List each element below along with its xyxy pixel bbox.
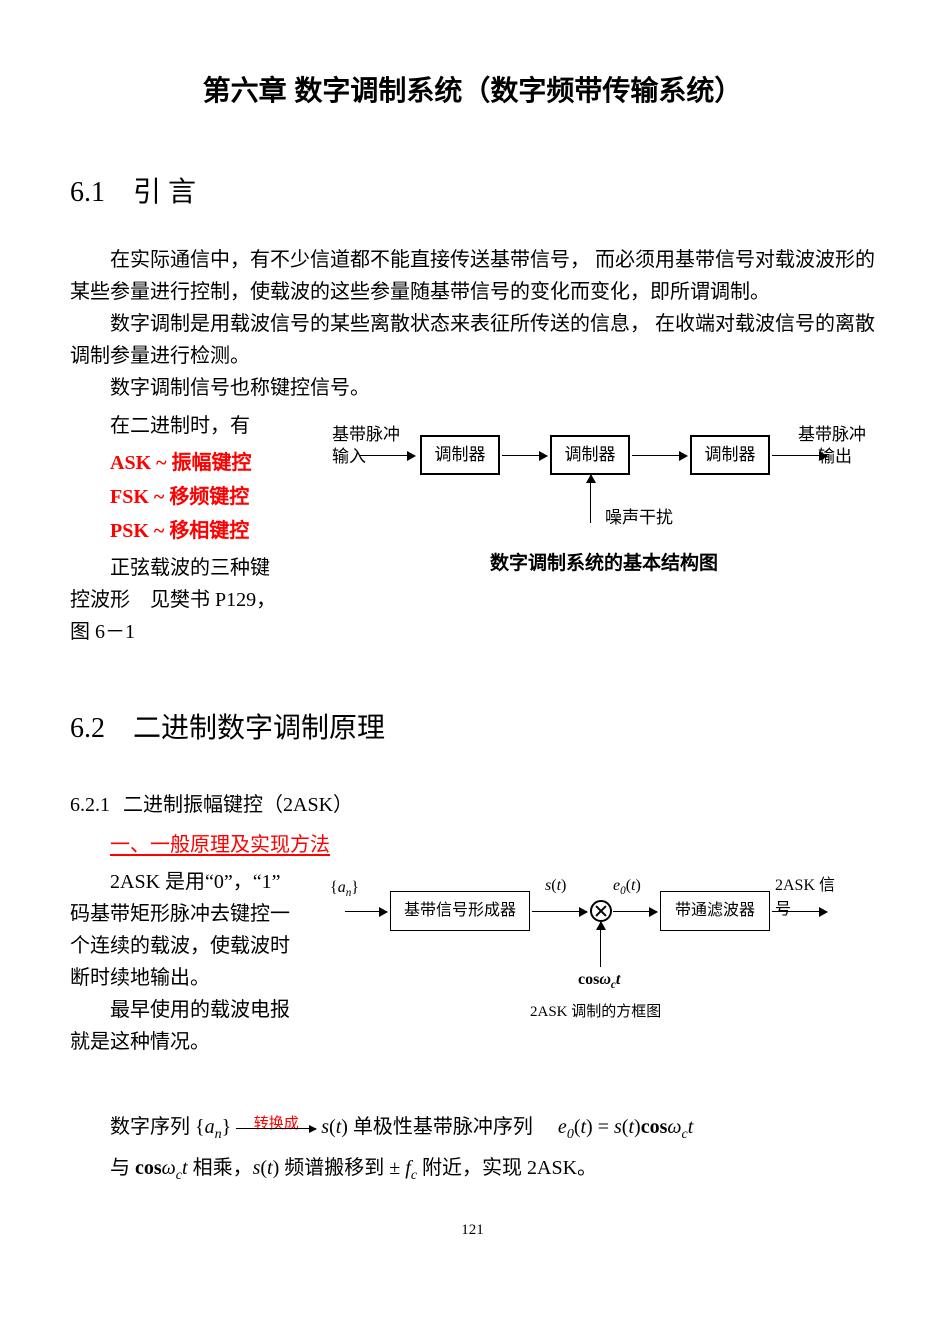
subsection-num: 6.2.1 [70, 794, 110, 816]
eq-l2-post: 附近，实现 2ASK。 [417, 1157, 597, 1179]
eq-l2-mid1: 相乘， [188, 1157, 253, 1179]
d2-box-baseband-former: 基带信号形成器 [390, 891, 530, 931]
keying-list: ASK ~ 振幅键控 FSK ~ 移频键控 PSK ~ 移相键控 [70, 446, 320, 548]
diagram-2ask-block: {an} 基带信号形成器 s(t) cosωct e0(t) 带通滤波器 2AS… [330, 866, 850, 1036]
d1-arrow-in [360, 455, 415, 456]
d1-arrow-2-3 [632, 455, 687, 456]
s61-left-col: 在二进制时，有 ASK ~ 振幅键控 FSK ~ 移频键控 PSK ~ 移相键控… [70, 410, 320, 648]
subsection-6-2-1: 6.2.1 二进制振幅键控（2ASK） [70, 790, 875, 820]
d1-box-modulator-2: 调制器 [550, 435, 630, 475]
d2-arrow-to-mult [532, 911, 587, 912]
s62-p2a: 最早使用的载波电报 [70, 994, 320, 1026]
s61-p5c: 图 6－1 [70, 616, 320, 648]
subsection-principle-label: 一、一般原理及实现方法 [110, 834, 330, 856]
page-number: 121 [70, 1219, 875, 1242]
keying-ask-name: 振幅键控 [172, 452, 252, 474]
s62-left-col: 2ASK 是用“0”，“1” 码基带矩形脉冲去键控一 个连续的载波，使载波时 断… [70, 866, 320, 1058]
d1-noise-label: 噪声干扰 [605, 505, 673, 531]
s61-p4: 在二进制时，有 [70, 410, 320, 442]
d2-cos-label: cosωct [578, 968, 620, 994]
eq-l2-mid2: 频谱搬移到 ± [279, 1157, 405, 1179]
eq-l2-pre: 与 [110, 1157, 135, 1179]
d2-out-label: 2ASK 信号 [775, 874, 850, 922]
d1-box-modulator-1: 调制器 [420, 435, 500, 475]
d1-output-bottom: 输出 [818, 444, 852, 470]
eq-line-1: 数字序列 {an} 转换成 s(t) 单极性基带脉冲序列 e0(t) = s(t… [110, 1108, 875, 1149]
s61-p1: 在实际通信中，有不少信道都不能直接传送基带信号， 而必须用基带信号对载波波形的某… [70, 244, 875, 308]
keying-fsk-sep: ~ [154, 486, 164, 508]
keying-psk-name: 移相键控 [169, 520, 249, 542]
s62-p1d: 断时续地输出。 [70, 962, 320, 994]
keying-fsk-abbr: FSK [110, 486, 149, 508]
subsection-principle-title: 一、一般原理及实现方法 [70, 830, 875, 860]
d2-arrow-in [345, 911, 387, 912]
d2-caption: 2ASK 调制的方框图 [530, 1001, 661, 1024]
s61-right-col: 基带脉冲 输入 调制器 调制器 调制器 基带脉冲 输出 噪声干扰 数字调制系统的… [330, 410, 875, 600]
d1-arrow-1-2 [502, 455, 547, 456]
d2-arrow-to-bpf [613, 911, 657, 912]
d2-box-bandpass-filter: 带通滤波器 [660, 891, 770, 931]
eq-seq-pre: 数字序列 [110, 1116, 195, 1138]
d1-noise-arrow [590, 475, 591, 523]
s62-p1a: 2ASK 是用“0”，“1” [70, 866, 320, 898]
s61-two-column: 在二进制时，有 ASK ~ 振幅键控 FSK ~ 移频键控 PSK ~ 移相键控… [70, 410, 875, 648]
d2-multiplier-icon [590, 900, 612, 922]
d2-st-label: s(t) [545, 874, 566, 898]
equation-block: 数字序列 {an} 转换成 s(t) 单极性基带脉冲序列 e0(t) = s(t… [110, 1108, 875, 1189]
section-6-2-heading: 6.2 二进制数字调制原理 [70, 708, 875, 750]
keying-psk-sep: ~ [154, 520, 164, 542]
transform-arrow-icon: 转换成 [236, 1128, 316, 1129]
s61-p5b: 控波形 见樊书 P129， [70, 584, 320, 616]
keying-psk-abbr: PSK [110, 520, 149, 542]
chapter-title: 第六章 数字调制系统（数字频带传输系统） [70, 70, 875, 112]
s62-p2b: 就是这种情况。 [70, 1026, 320, 1058]
keying-ask-sep: ~ [156, 452, 166, 474]
d2-e0-label: e0(t) [613, 874, 641, 900]
keying-ask: ASK ~ 振幅键控 [70, 446, 320, 480]
diagram-digital-modulation-system: 基带脉冲 输入 调制器 调制器 调制器 基带脉冲 输出 噪声干扰 数字调制系统的… [330, 410, 870, 600]
subsection-title: 二进制振幅键控（2ASK） [123, 794, 353, 816]
eq-line-2: 与 cosωct 相乘，s(t) 频谱搬移到 ± fc 附近，实现 2ASK。 [110, 1149, 875, 1190]
d2-cos-arrow [600, 922, 601, 967]
transform-arrow-label: 转换成 [236, 1110, 316, 1139]
section-6-1-heading: 6.1 引 言 [70, 172, 875, 214]
s62-p1b: 码基带矩形脉冲去键控一 [70, 898, 320, 930]
s61-p2: 数字调制是用载波信号的某些离散状态来表征所传送的信息， 在收端对载波信号的离散调… [70, 308, 875, 372]
s62-right-col: {an} 基带信号形成器 s(t) cosωct e0(t) 带通滤波器 2AS… [330, 866, 875, 1036]
keying-fsk: FSK ~ 移频键控 [70, 480, 320, 514]
s61-p3: 数字调制信号也称键控信号。 [70, 372, 875, 404]
s62-two-column: 2ASK 是用“0”，“1” 码基带矩形脉冲去键控一 个连续的载波，使载波时 断… [70, 866, 875, 1058]
s61-p5a: 正弦载波的三种键 [70, 552, 320, 584]
d1-caption: 数字调制系统的基本结构图 [490, 550, 718, 579]
d1-input-bottom: 输入 [332, 444, 366, 470]
keying-psk: PSK ~ 移相键控 [70, 514, 320, 548]
s62-p1c: 个连续的载波，使载波时 [70, 930, 320, 962]
eq-unipolar: 单极性基带脉冲序列 [348, 1116, 553, 1138]
keying-ask-abbr: ASK [110, 452, 151, 474]
d2-an-label: {an} [330, 876, 359, 902]
keying-fsk-name: 移频键控 [169, 486, 249, 508]
d1-box-modulator-3: 调制器 [690, 435, 770, 475]
